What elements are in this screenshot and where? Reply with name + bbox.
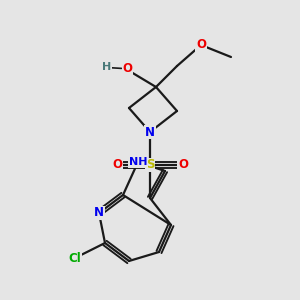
Text: O: O [122,62,133,76]
Text: S: S [146,158,154,172]
Text: O: O [196,38,206,52]
Text: Cl: Cl [69,251,81,265]
Text: O: O [112,158,122,172]
Text: O: O [178,158,188,172]
Text: N: N [145,125,155,139]
Text: NH: NH [129,157,147,167]
Text: N: N [94,206,104,220]
Text: H: H [102,62,111,73]
